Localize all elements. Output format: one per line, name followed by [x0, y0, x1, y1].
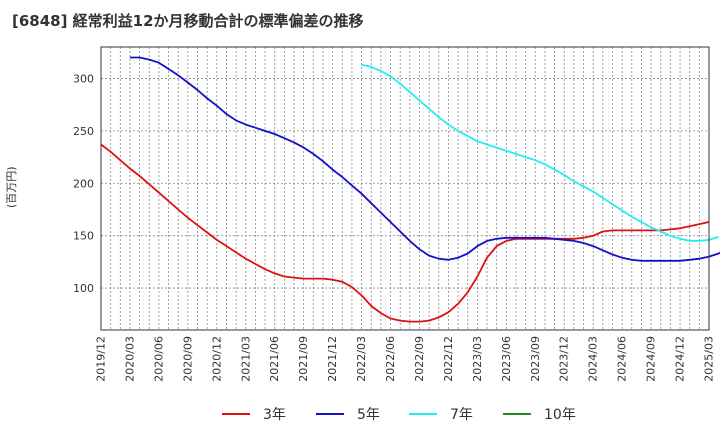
x-tick-label: 2023/12: [558, 336, 571, 382]
y-tick-label: 200: [73, 177, 94, 190]
x-tick-label: 2025/03: [703, 336, 716, 382]
x-tick-label: 2024/03: [587, 336, 600, 382]
legend-label: 3年: [263, 407, 286, 423]
legend-label: 7年: [450, 407, 473, 423]
x-tick-label: 2024/12: [674, 336, 687, 382]
legend-label: 10年: [544, 407, 576, 423]
legend-label: 5年: [357, 407, 380, 423]
plot-area-frame: [100, 46, 710, 331]
x-tick-label: 2022/12: [442, 336, 455, 382]
x-tick-label: 2024/06: [616, 336, 629, 382]
y-tick-label: 100: [73, 282, 94, 295]
y-tick-label: 250: [73, 125, 94, 138]
y-tick-labels: 100 150 200 250 300: [73, 72, 94, 295]
x-tick-label: 2020/12: [210, 336, 223, 382]
x-tick-label: 2021/12: [326, 336, 339, 382]
x-tick-label: 2021/03: [239, 336, 252, 382]
series-line-0: [100, 143, 710, 323]
x-tick-labels: 2019/12 2020/03 2020/06 2020/09 2020/12 2021/…: [95, 336, 716, 382]
x-tick-label: 2021/09: [297, 336, 310, 382]
grid-lines: [101, 47, 709, 330]
x-tick-label: 2020/09: [181, 336, 194, 382]
x-tick-label: 2023/06: [500, 336, 513, 382]
x-tick-label: 2022/03: [355, 336, 368, 382]
x-tick-label: 2022/06: [384, 336, 397, 382]
series-line-2: [361, 63, 719, 242]
x-tick-label: 2023/09: [529, 336, 542, 382]
legend: 3年 5年 7年 10年: [222, 407, 576, 423]
x-tick-label: 2020/06: [152, 336, 165, 382]
x-tick-label: 2024/09: [645, 336, 658, 382]
series-lines: [100, 56, 720, 323]
y-tick-label: 300: [73, 72, 94, 85]
x-tick-label: 2020/03: [123, 336, 136, 382]
x-tick-label: 2022/09: [413, 336, 426, 382]
x-tick-label: 2021/06: [268, 336, 281, 382]
chart-title: [6848] 経常利益12か月移動合計の標準偏差の推移: [12, 12, 364, 30]
y-tick-label: 150: [73, 230, 94, 243]
series-line-1: [130, 56, 720, 262]
x-tick-label: 2019/12: [95, 336, 108, 382]
x-tick-label: 2023/03: [471, 336, 484, 382]
